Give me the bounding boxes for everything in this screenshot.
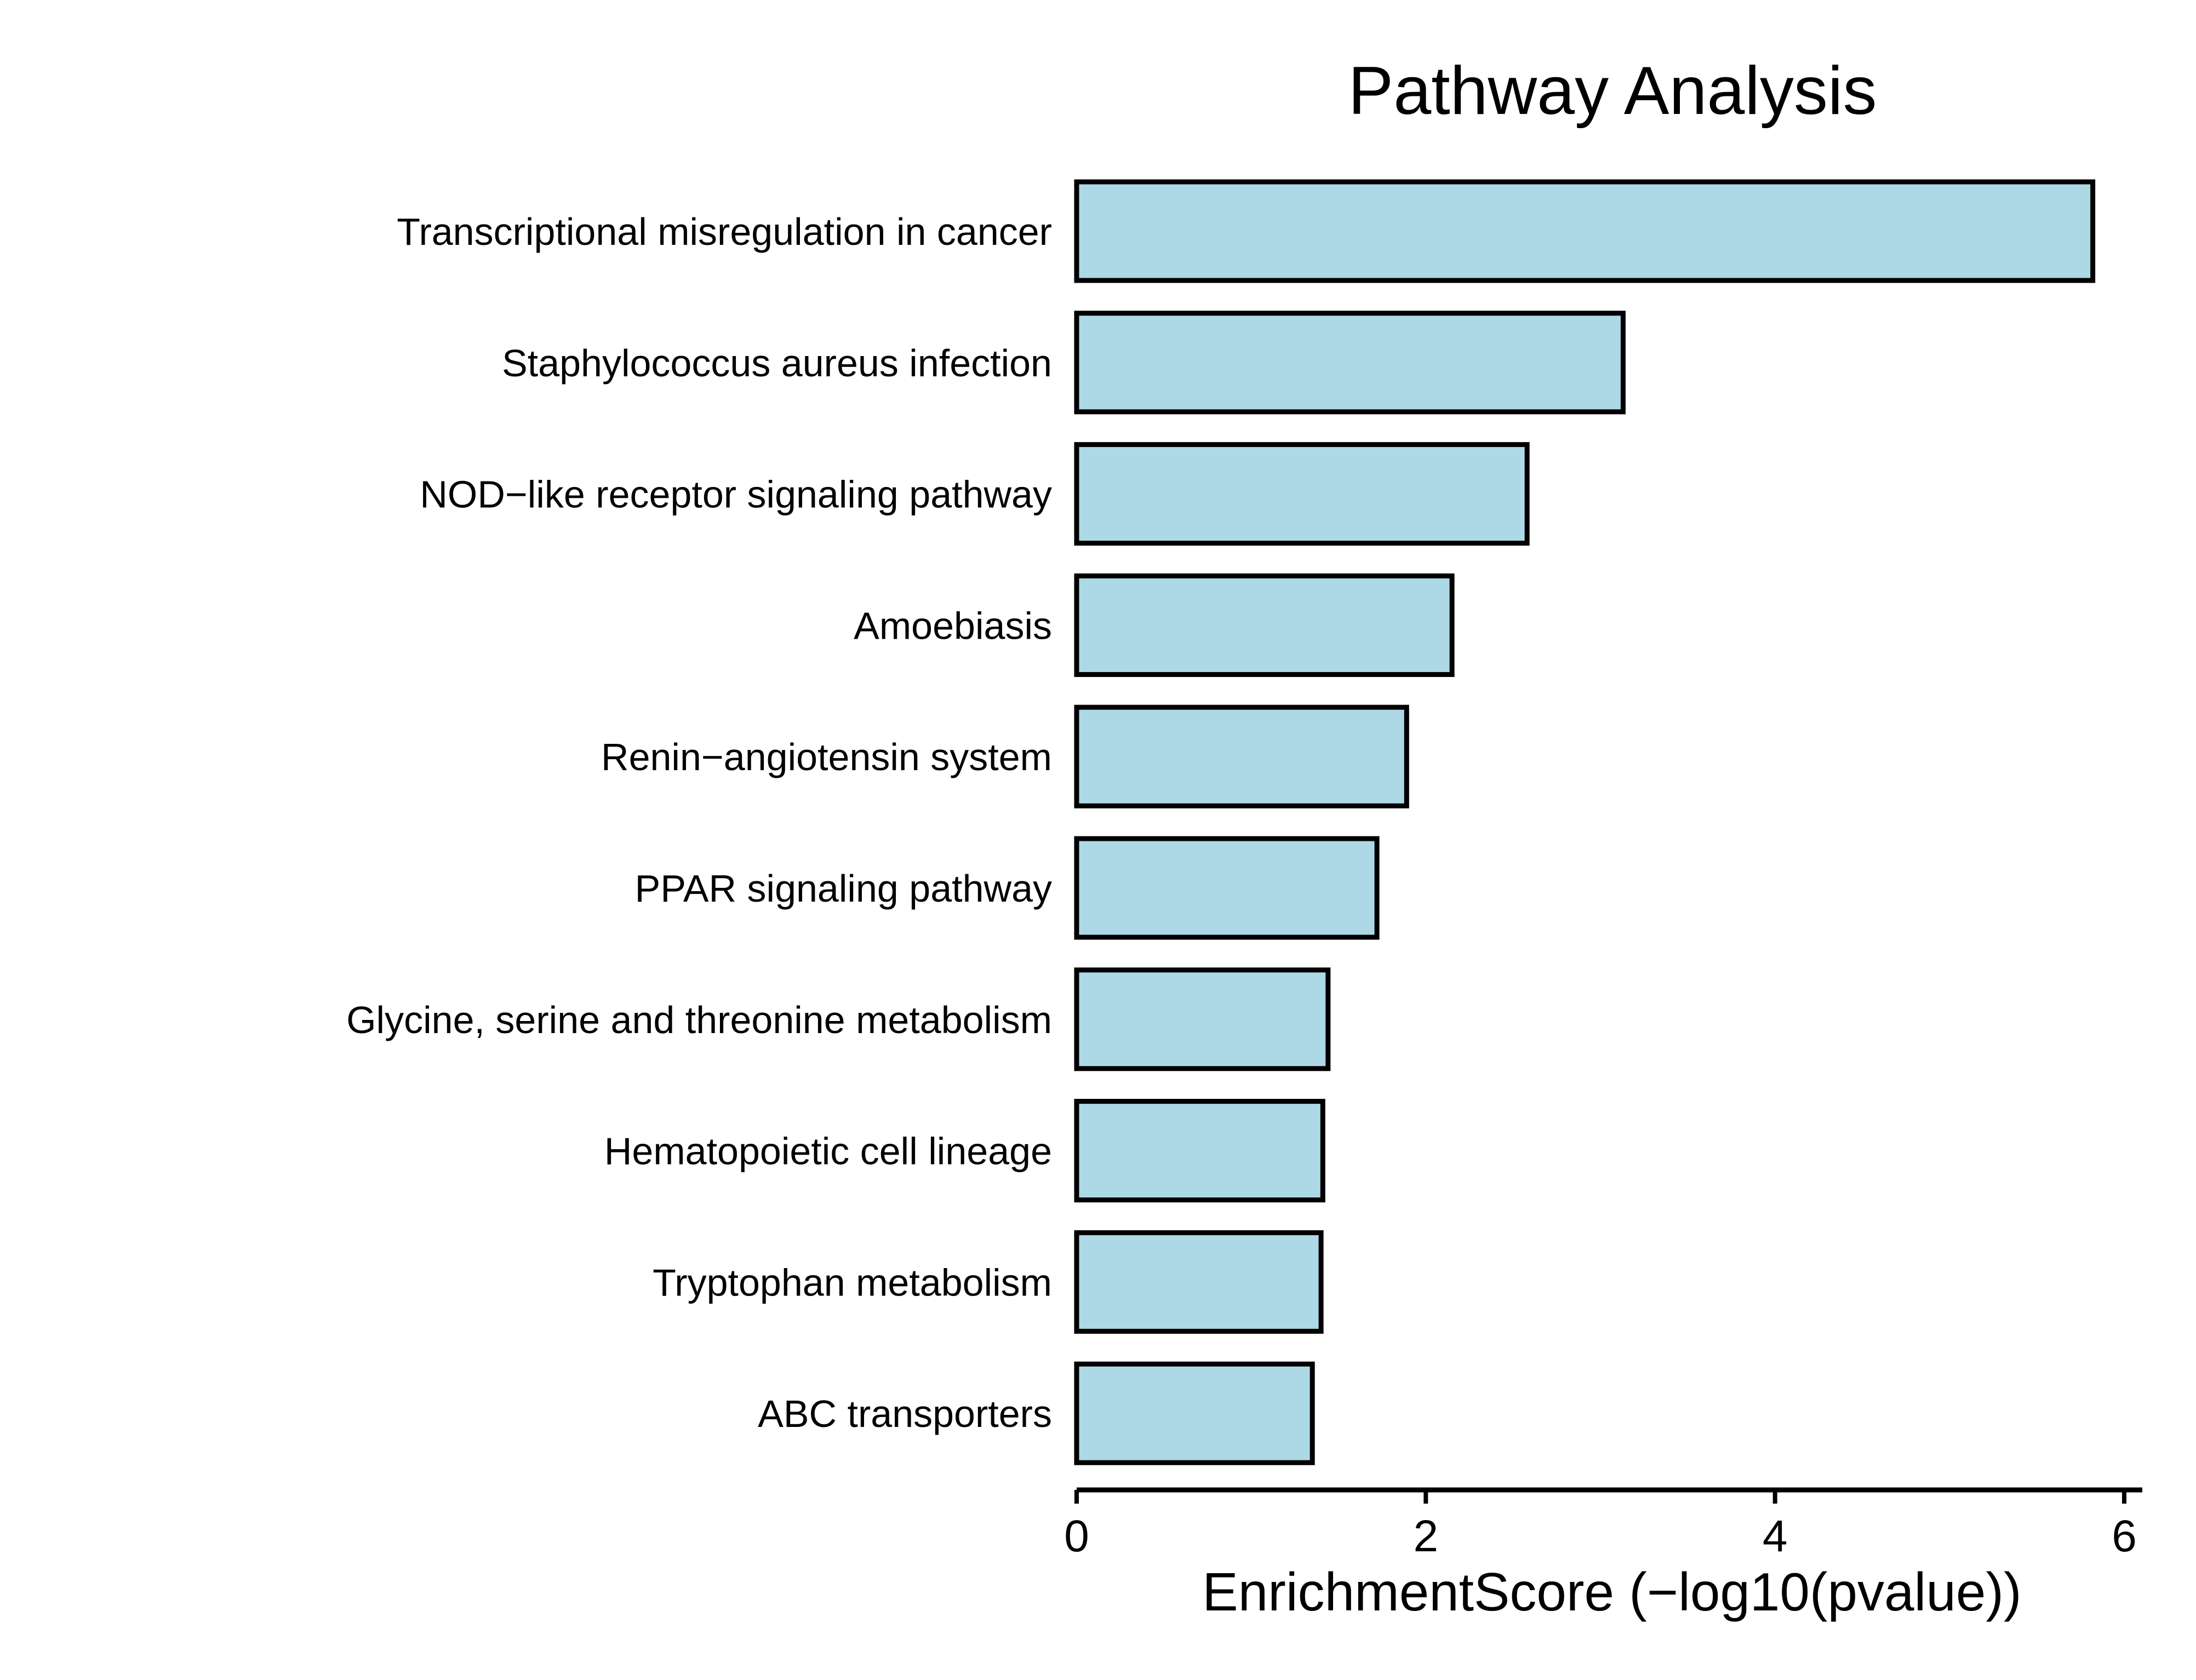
category-label: Renin−angiotensin system [601, 736, 1052, 778]
category-label: Hematopoietic cell lineage [604, 1130, 1052, 1173]
category-label: ABC transporters [758, 1392, 1052, 1435]
chart-title: Pathway Analysis [1348, 53, 1877, 129]
bar [1074, 442, 1530, 546]
bar [1074, 573, 1455, 677]
bar [1074, 179, 2096, 283]
bar [1074, 1099, 1325, 1203]
category-label: NOD−like receptor signaling pathway [420, 473, 1052, 516]
bar [1074, 1230, 1324, 1334]
bar [1074, 1361, 1315, 1465]
x-axis-title: EnrichmentScore (−log10(pvalue)) [1202, 1562, 2021, 1622]
x-tick-label: 2 [1414, 1511, 1439, 1561]
bars-group [1074, 179, 2096, 1465]
category-labels-group: Transcriptional misregulation in cancer S… [346, 210, 1052, 1435]
x-tick-label: 4 [1763, 1511, 1788, 1561]
category-label: Staphylococcus aureus infection [502, 342, 1052, 385]
bar [1074, 967, 1331, 1071]
bar [1074, 836, 1380, 940]
bar [1074, 311, 1626, 415]
category-label: Glycine, serine and threonine metabolism [346, 999, 1052, 1041]
category-label: PPAR signaling pathway [635, 867, 1052, 910]
x-tick-label: 6 [2112, 1511, 2137, 1561]
category-label: Tryptophan metabolism [653, 1261, 1052, 1304]
category-label: Amoebiasis [854, 604, 1052, 647]
x-tick-label: 0 [1064, 1511, 1089, 1561]
bar [1074, 704, 1409, 809]
x-axis: 0 2 4 6 [1064, 1487, 2142, 1561]
category-label: Transcriptional misregulation in cancer [397, 210, 1052, 253]
